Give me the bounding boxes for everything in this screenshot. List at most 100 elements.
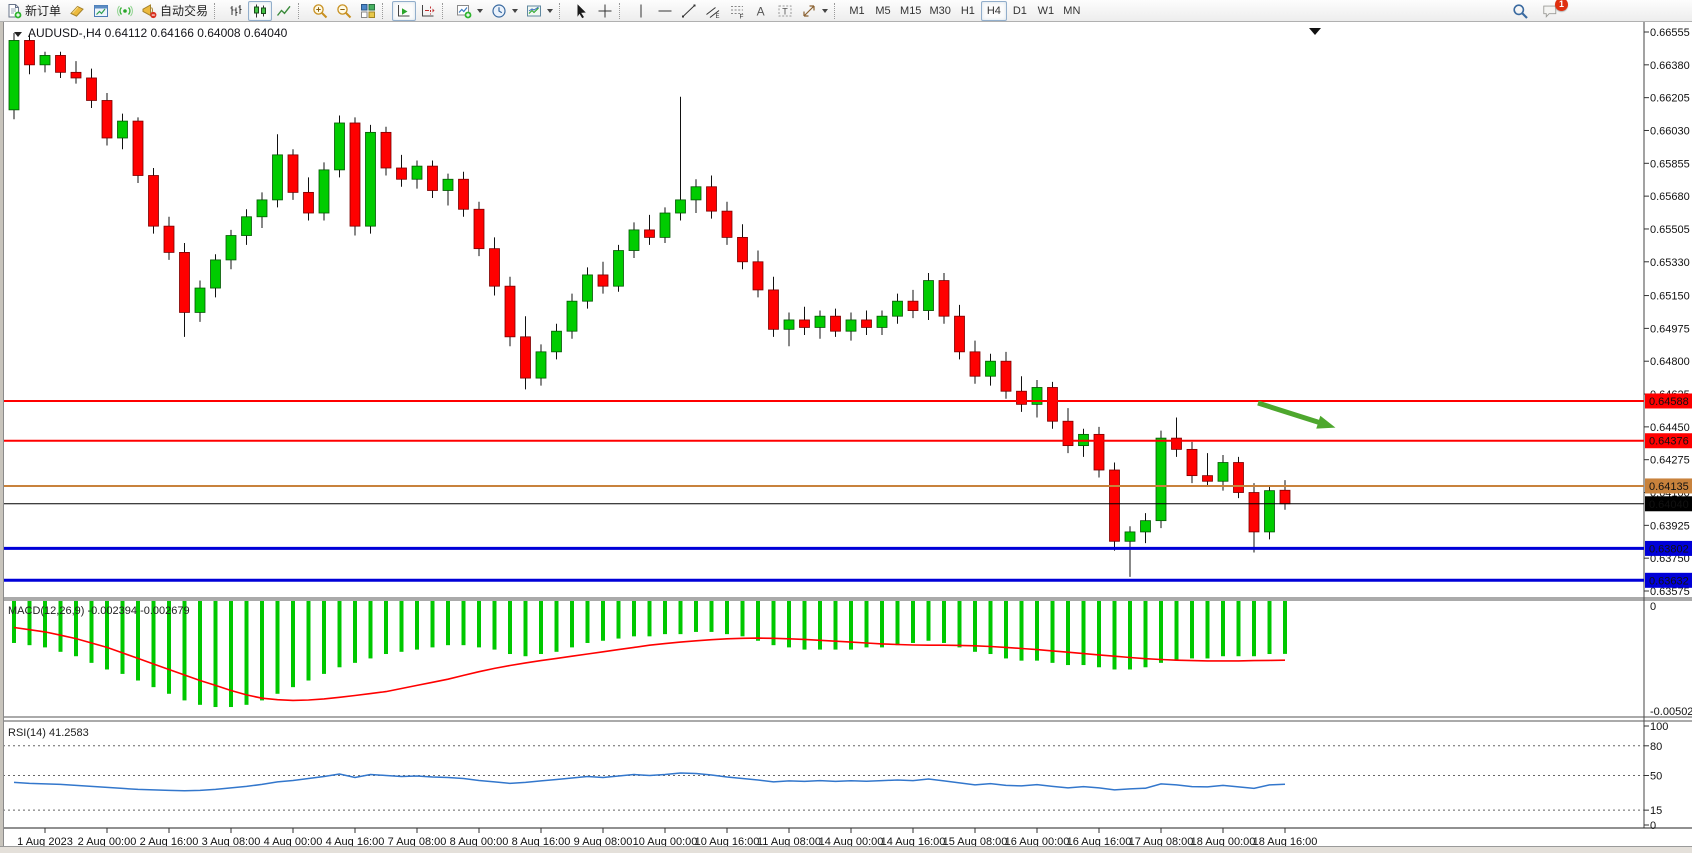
arrow-annotation[interactable] bbox=[1257, 400, 1336, 429]
candle-bear bbox=[721, 210, 733, 238]
signals-button[interactable] bbox=[113, 1, 137, 21]
chevron-down-icon bbox=[822, 8, 829, 13]
toolbar-separator bbox=[834, 2, 842, 19]
time-tick-label: 15 Aug 08:00 bbox=[943, 836, 1008, 848]
macd-histogram-bar bbox=[973, 601, 977, 652]
candle-bear bbox=[597, 274, 609, 287]
search-button[interactable] bbox=[1508, 1, 1532, 21]
toolbar-separator bbox=[619, 2, 627, 19]
fibonacci-button[interactable]: F bbox=[725, 1, 749, 21]
candle-bull bbox=[845, 319, 857, 332]
candle-bull bbox=[1217, 462, 1229, 482]
scroll-end-marker-triangle[interactable] bbox=[1309, 28, 1321, 35]
time-tick-label: 2 Aug 16:00 bbox=[140, 836, 199, 848]
price-tick-label: 0.66555 bbox=[1650, 27, 1690, 39]
toolbar-separator bbox=[382, 2, 390, 19]
timeframe-m15[interactable]: M15 bbox=[896, 1, 925, 21]
time-axis[interactable]: 1 Aug 2023 2 Aug 00:00 2 Aug 16:00 3 Aug 08… bbox=[17, 828, 1317, 848]
candle-bear bbox=[1062, 420, 1074, 447]
candle-bull bbox=[411, 165, 423, 180]
timeframe-m1[interactable]: M1 bbox=[844, 1, 870, 21]
macd-histogram-bar bbox=[678, 601, 683, 635]
label-button[interactable]: T bbox=[773, 1, 797, 21]
timeframe-m30-label: M30 bbox=[929, 4, 951, 17]
timeframe-w1[interactable]: W1 bbox=[1033, 1, 1059, 21]
bar-chart-button[interactable] bbox=[224, 1, 248, 21]
fibonacci-icon: F bbox=[729, 3, 745, 19]
candle-bear bbox=[768, 289, 779, 330]
vertical-line-button[interactable] bbox=[629, 1, 653, 21]
timeframe-h1[interactable]: H1 bbox=[955, 1, 981, 21]
equidistant-channel-button[interactable]: E bbox=[701, 1, 725, 21]
macd-histogram-bar bbox=[1236, 601, 1241, 657]
toolbar-group-cursor bbox=[569, 0, 617, 22]
timeframe-w1-label: W1 bbox=[1037, 4, 1055, 17]
new-order-button[interactable]: 新订单 bbox=[2, 1, 65, 21]
macd-histogram-bar bbox=[1252, 601, 1256, 657]
zoom-out-button[interactable] bbox=[332, 1, 356, 21]
macd-histogram-bar bbox=[1205, 601, 1210, 659]
toolbar-group-chart-type bbox=[224, 0, 296, 22]
macd-histogram-bar bbox=[1097, 601, 1101, 668]
candle-bull bbox=[659, 212, 671, 238]
macd-histogram-bar bbox=[399, 601, 404, 652]
time-tick-label: 17 Aug 08:00 bbox=[1129, 836, 1194, 848]
hline-price-label: 0.64588 bbox=[1649, 396, 1689, 408]
candle-bear bbox=[1233, 462, 1244, 493]
chart-title-collapse-icon[interactable] bbox=[14, 32, 22, 37]
price-tick-label: 0.65150 bbox=[1650, 291, 1690, 303]
horizontal-line-button[interactable] bbox=[653, 1, 677, 21]
periods-button[interactable] bbox=[487, 1, 522, 21]
macd-histogram-bar bbox=[477, 601, 481, 648]
rsi-indicator-label: RSI(14) 41.2583 bbox=[8, 727, 89, 739]
candle-bear bbox=[132, 120, 144, 176]
macd-histogram-bar bbox=[461, 601, 466, 646]
candlestick-button[interactable] bbox=[248, 0, 273, 21]
toolbar-right-cluster: 1 bbox=[1508, 0, 1568, 21]
auto-trading-button[interactable]: 自动交易 bbox=[137, 1, 212, 21]
chart-shift-button[interactable] bbox=[416, 1, 440, 21]
arrows-button[interactable] bbox=[797, 1, 832, 21]
indicators-button[interactable] bbox=[452, 1, 487, 21]
crosshair-button[interactable] bbox=[593, 1, 617, 21]
macd-histogram-bar bbox=[1190, 601, 1194, 659]
templates-button[interactable] bbox=[522, 1, 557, 21]
candle-bear bbox=[179, 252, 190, 313]
price-tick-label: 0.64275 bbox=[1650, 455, 1690, 467]
chart-canvas[interactable]: 0.66555 0.66380 0.66205 0.66030 0.65855 0.656… bbox=[0, 22, 1692, 853]
zoom-in-button[interactable] bbox=[308, 1, 332, 21]
candle-bull bbox=[1155, 437, 1167, 522]
macd-histogram-bar bbox=[895, 601, 900, 646]
trendline-button[interactable] bbox=[677, 1, 701, 21]
price-tick-label: 0.65505 bbox=[1650, 224, 1690, 236]
macd-histogram-bar bbox=[27, 601, 32, 646]
auto-scroll-button[interactable] bbox=[392, 0, 417, 21]
time-tick-label: 18 Aug 00:00 bbox=[1191, 836, 1256, 848]
timeframe-m30[interactable]: M30 bbox=[925, 1, 954, 21]
tile-windows-button[interactable] bbox=[356, 1, 380, 21]
candle-bear bbox=[101, 100, 113, 139]
chat-button[interactable]: 1 bbox=[1538, 0, 1568, 21]
timeframe-d1[interactable]: D1 bbox=[1007, 1, 1033, 21]
chart-window: 0.66555 0.66380 0.66205 0.66030 0.65855 0.656… bbox=[0, 22, 1692, 853]
quotes-button[interactable] bbox=[65, 1, 89, 21]
macd-histogram-bar bbox=[384, 601, 388, 655]
timeframe-mn[interactable]: MN bbox=[1059, 1, 1085, 21]
timeframe-h4[interactable]: H4 bbox=[980, 0, 1007, 21]
chart-window-button[interactable] bbox=[89, 1, 113, 21]
candle-bear bbox=[473, 208, 485, 250]
time-tick-label: 14 Aug 16:00 bbox=[881, 836, 946, 848]
price-axis[interactable]: 0.66555 0.66380 0.66205 0.66030 0.65855 0.656… bbox=[1644, 27, 1690, 598]
price-tick-label: 0.63750 bbox=[1650, 553, 1690, 565]
candle-bull bbox=[814, 315, 826, 328]
text-button[interactable]: A bbox=[749, 1, 773, 21]
time-tick-label: 7 Aug 08:00 bbox=[388, 836, 447, 848]
rsi-axis-label: 50 bbox=[1650, 771, 1662, 783]
timeframe-m5[interactable]: M5 bbox=[870, 1, 896, 21]
macd-histogram-bar bbox=[446, 601, 450, 646]
line-chart-button[interactable] bbox=[272, 1, 296, 21]
chevron-down-icon bbox=[512, 8, 519, 13]
cursor-button[interactable] bbox=[569, 1, 593, 21]
macd-axis-label: 0 bbox=[1650, 601, 1656, 613]
